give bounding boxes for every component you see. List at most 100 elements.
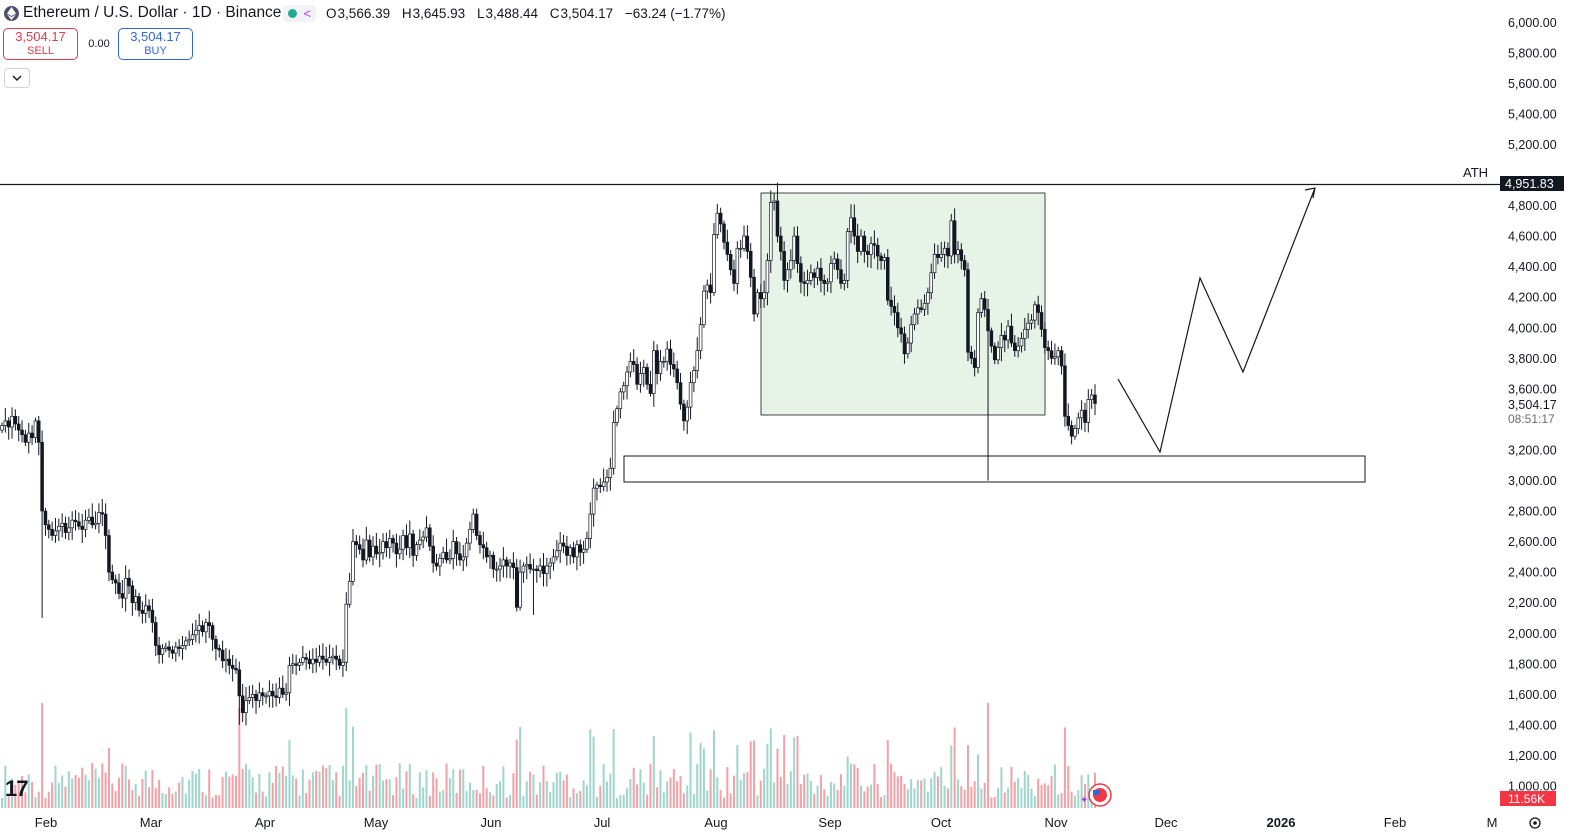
volume-bar [315, 770, 318, 808]
candle-body [762, 292, 766, 300]
candle-body [886, 257, 890, 301]
volume-bar [261, 791, 264, 808]
candle-body [859, 235, 863, 252]
us-flag-icon[interactable] [1088, 783, 1112, 807]
sell-button[interactable]: 3,504.17 SELL [3, 28, 78, 60]
volume-bar [1047, 785, 1050, 808]
candle-body [525, 564, 529, 567]
volume-bar [489, 792, 492, 808]
x-tick-label: Apr [255, 815, 276, 830]
candle-body [254, 694, 258, 701]
volume-bar [1043, 783, 1046, 808]
candle-body [902, 333, 907, 355]
symbol-title[interactable]: Ethereum / U.S. Dollar · 1D · Binance [23, 4, 282, 21]
candle-body [270, 690, 275, 697]
volume-bar [111, 783, 114, 808]
volume-bar [158, 780, 161, 808]
volume-bar [542, 765, 545, 808]
volume-bar [348, 780, 351, 808]
volume-bar [398, 763, 401, 808]
candle-body [845, 231, 850, 281]
candle-body [568, 547, 572, 556]
candle-body [23, 434, 28, 443]
candle-body [364, 539, 369, 561]
volume-bar [946, 788, 949, 808]
candle-body [1059, 350, 1064, 367]
volume-bar [114, 791, 117, 808]
volume-bar [766, 744, 769, 808]
volume-bar [351, 726, 354, 808]
volume-bar [599, 785, 602, 808]
volume-bar [101, 763, 104, 808]
candle-body [682, 403, 686, 422]
candle-body [906, 342, 910, 355]
candle-body [926, 292, 930, 304]
volume-bar [993, 796, 996, 808]
candle-body [819, 267, 823, 281]
volume-bar [696, 764, 699, 808]
candle-body [1053, 356, 1057, 359]
candle-body [137, 596, 141, 611]
candle-body [127, 577, 131, 587]
y-tick-label: 2,600.00 [1508, 535, 1557, 549]
volume-bar [94, 768, 97, 808]
volume-bar [525, 781, 528, 808]
volume-bar [392, 795, 395, 808]
volume-bar [164, 794, 167, 808]
candle-body [976, 312, 980, 368]
candle-body [317, 655, 322, 663]
candle-body [738, 247, 743, 250]
candle-body [434, 562, 439, 567]
sell-label: SELL [27, 45, 54, 57]
volume-bar [873, 764, 876, 808]
candle-body [197, 625, 201, 631]
close-value: 3,504.17 [560, 5, 614, 21]
time-axis[interactable]: Feb Mar Apr May Jun Jul Aug Sep Oct Nov Dec 2026 Feb… [35, 815, 1498, 830]
high-key: H [401, 5, 412, 21]
candle-body [458, 553, 462, 561]
tradingview-logo-icon[interactable]: 17 [5, 776, 29, 801]
status-pill[interactable]: < [283, 4, 317, 22]
volume-bar [188, 779, 191, 808]
volume-bar [168, 787, 171, 808]
settings-gear-icon[interactable] [1529, 817, 1541, 829]
volume-bar [458, 769, 461, 808]
volume-bar [388, 779, 391, 808]
volume-bar [916, 780, 919, 808]
volume-bar [174, 791, 177, 808]
volume-bar [1013, 782, 1016, 808]
candle-body [916, 307, 920, 315]
candle-body [180, 645, 185, 649]
candle-body [170, 649, 175, 654]
candle-body [715, 212, 720, 235]
volume-bar [198, 769, 201, 808]
volume-bar [368, 790, 371, 808]
volume-bar [218, 795, 221, 808]
candle-body [782, 251, 786, 281]
volume-bar [933, 771, 936, 808]
volume-bar [612, 729, 615, 808]
candle-body [932, 254, 937, 274]
volume-bar [405, 771, 408, 808]
candle-body [962, 260, 967, 271]
candle-body [321, 655, 325, 660]
candle-body [755, 292, 760, 315]
price-axis[interactable]: 6,000.00 5,800.00 5,600.00 5,400.00 5,200.00… [1508, 16, 1557, 794]
candle-body [1056, 350, 1060, 358]
candle-body [274, 695, 278, 698]
candle-body [3, 420, 8, 426]
volume-bar [117, 777, 120, 808]
volume-bar [328, 765, 331, 808]
candle-body [327, 657, 332, 663]
collapse-toggle-button[interactable] [4, 68, 30, 88]
candle-body [769, 202, 773, 261]
candle-body [113, 579, 118, 584]
candle-body [391, 538, 395, 544]
buy-button[interactable]: 3,504.17 BUY [118, 28, 193, 60]
consolidation-range-box [760, 192, 1046, 416]
volume-bar [271, 782, 274, 808]
candle-body [374, 545, 379, 555]
candle-body [986, 309, 990, 332]
candle-body [220, 649, 225, 662]
